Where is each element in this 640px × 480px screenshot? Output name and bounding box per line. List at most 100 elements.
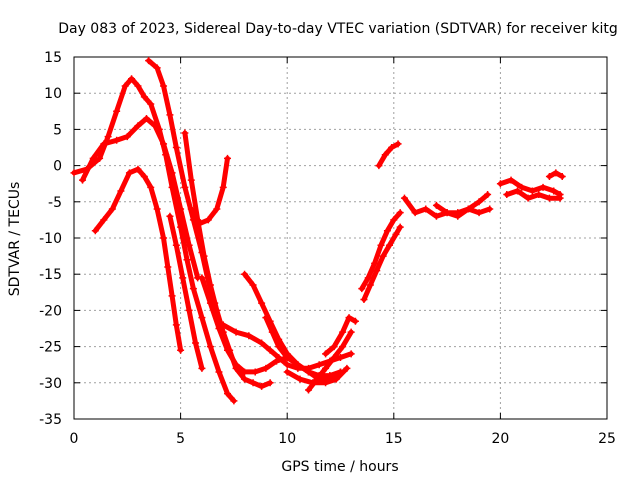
data-point-marker [330,343,338,351]
data-point-marker [142,115,150,123]
data-point-marker [400,194,408,202]
series-trace [188,155,230,226]
x-tick-label: 20 [491,431,509,447]
data-point-marker [552,169,560,177]
data-point-marker [258,299,266,307]
data-point-marker [160,234,168,242]
data-point-marker [181,129,189,137]
data-point-marker [179,274,187,282]
data-point-marker [513,187,521,195]
data-point-marker [347,328,355,336]
x-axis-label: GPS time / hours [281,459,398,475]
data-point-marker [383,227,391,235]
data-point-marker [422,205,430,213]
data-point-marker [550,187,558,195]
series-trace [167,213,205,371]
data-point-marker [185,306,193,314]
data-point-marker [339,343,347,351]
data-point-marker [518,183,526,191]
data-point-marker [128,75,136,83]
data-point-marker [432,201,440,209]
data-point-marker [177,346,185,354]
series-trace [433,192,491,219]
data-point-marker [187,205,195,213]
data-point-marker [322,350,330,358]
data-point-marker [381,151,389,159]
data-point-marker [545,172,553,180]
data-point-marker [145,57,153,65]
data-point-marker [396,223,404,231]
data-point-marker [117,187,125,195]
y-tick-label: -5 [48,195,62,211]
data-point-marker [134,122,142,130]
series-arc-13 [305,328,355,394]
data-point-marker [347,350,355,358]
data-point-marker [249,281,257,289]
data-point-marker [343,364,351,372]
data-point-marker [89,154,97,162]
data-point-marker [172,321,180,329]
series-arc-21 [503,187,564,202]
data-point-marker [70,169,78,177]
data-point-marker [558,172,566,180]
data-point-marker [294,361,302,369]
data-point-marker [322,364,330,372]
data-point-marker [251,368,259,376]
data-point-marker [268,328,276,336]
data-point-marker [345,314,353,322]
data-point-marker [151,122,159,130]
y-tick-label: 10 [44,86,62,102]
data-point-marker [96,154,104,162]
data-point-marker [373,267,381,275]
y-tick-label: -20 [39,303,62,319]
data-point-marker [198,364,206,372]
data-point-marker [283,368,291,376]
data-point-marker [258,382,266,390]
data-point-marker [528,187,536,195]
data-point-marker [366,281,374,289]
data-point-marker [104,133,112,141]
data-point-marker [147,100,155,108]
data-point-marker [275,343,283,351]
data-point-marker [160,140,168,148]
data-point-marker [330,353,338,361]
data-point-marker [475,209,483,217]
data-point-marker [364,274,372,282]
data-point-marker [262,364,270,372]
data-point-marker [177,205,185,213]
data-point-marker [79,176,87,184]
data-point-marker [232,328,240,336]
data-point-marker [140,93,148,101]
series-arc-12 [283,364,351,387]
data-point-marker [206,299,214,307]
data-point-marker [296,375,304,383]
series-group [70,57,566,405]
series-arc-15 [358,209,404,293]
y-tick-label: 15 [44,50,62,66]
data-point-marker [153,205,161,213]
data-point-marker [386,241,394,249]
series-arc-4 [79,115,202,282]
data-point-marker [503,191,511,199]
series-trace [306,329,354,393]
data-point-marker [198,314,206,322]
data-point-marker [224,390,232,398]
data-point-marker [219,183,227,191]
data-point-marker [241,270,249,278]
data-point-marker [313,375,321,383]
y-tick-label: -10 [39,231,62,247]
data-point-marker [332,375,340,383]
series-arc-3 [91,165,185,354]
x-tick-label: 5 [176,431,185,447]
data-point-marker [224,154,232,162]
y-tick-label: -30 [39,376,62,392]
data-point-marker [339,328,347,336]
series-arc-17 [375,140,402,170]
x-tick-label: 10 [278,431,296,447]
data-point-marker [100,216,108,224]
data-point-marker [322,379,330,387]
y-tick-label: -35 [39,412,62,428]
data-point-marker [108,205,116,213]
data-point-marker [305,386,313,394]
data-point-marker [232,361,240,369]
